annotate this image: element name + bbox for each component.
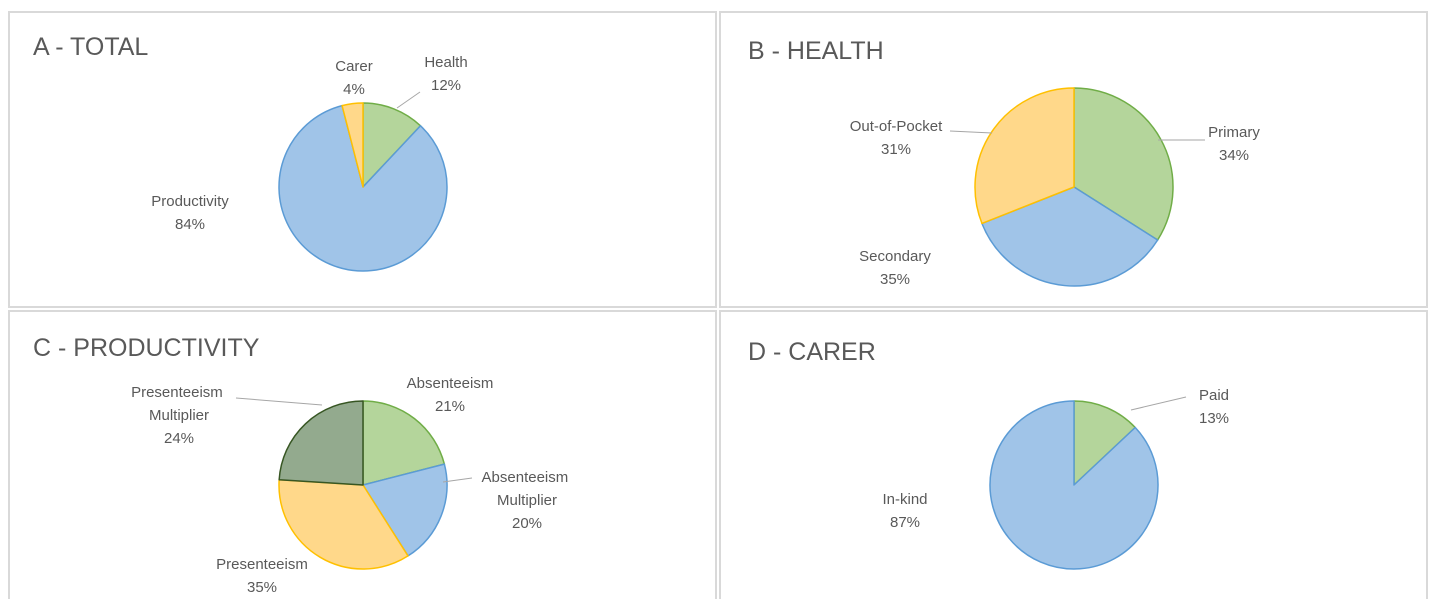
pie-slice (278, 478, 409, 570)
slice-label: Primary (1208, 124, 1260, 141)
leader-line (949, 130, 993, 134)
chart-title: C - PRODUCTIVITY (33, 334, 260, 362)
slice-label: Productivity (151, 193, 229, 210)
slice-label: Carer (335, 58, 373, 75)
slice-value-label: 35% (880, 271, 910, 288)
chart-title: A - TOTAL (33, 33, 148, 61)
chart-title: B - HEALTH (748, 37, 884, 65)
slice-label: Out-of-Pocket (850, 118, 943, 135)
slice-value-label: 24% (164, 430, 194, 447)
slice-label: Health (424, 54, 467, 71)
slice-value-label: 21% (435, 398, 465, 415)
slice-label: Presenteeism Multiplier (131, 384, 227, 424)
pie-slice (989, 400, 1159, 570)
pie-slice (362, 400, 446, 486)
slice-value-label: 4% (343, 81, 365, 98)
slice-value-label: 12% (431, 77, 461, 94)
pie-slice (974, 87, 1075, 225)
slice-value-label: 87% (890, 514, 920, 531)
pie-slice (278, 104, 448, 272)
pie-slice (1073, 400, 1136, 486)
slice-label: Secondary (859, 248, 931, 265)
slice-value-label: 31% (881, 141, 911, 158)
slice-value-label: 84% (175, 216, 205, 233)
slice-label: Presenteeism (216, 556, 308, 573)
slice-value-label: 34% (1219, 147, 1249, 164)
pie-slice (362, 102, 422, 188)
leader-line (1130, 396, 1187, 411)
slice-value-label: 20% (512, 515, 542, 532)
pie-slice (362, 463, 448, 557)
slice-label: Absenteeism (407, 375, 494, 392)
slice-label: In-kind (882, 491, 927, 508)
slice-label: Paid (1199, 387, 1229, 404)
chart-title: D - CARER (748, 338, 876, 366)
pie-slice (278, 400, 364, 486)
leader-line (442, 477, 473, 483)
pie-slice (341, 102, 364, 188)
slice-value-label: 13% (1199, 410, 1229, 427)
pie-slice (981, 186, 1159, 287)
leader-line (396, 91, 421, 109)
slice-value-label: 35% (247, 579, 277, 596)
leader-line (235, 397, 323, 406)
slice-label: Absenteeism Multiplier (482, 469, 573, 509)
